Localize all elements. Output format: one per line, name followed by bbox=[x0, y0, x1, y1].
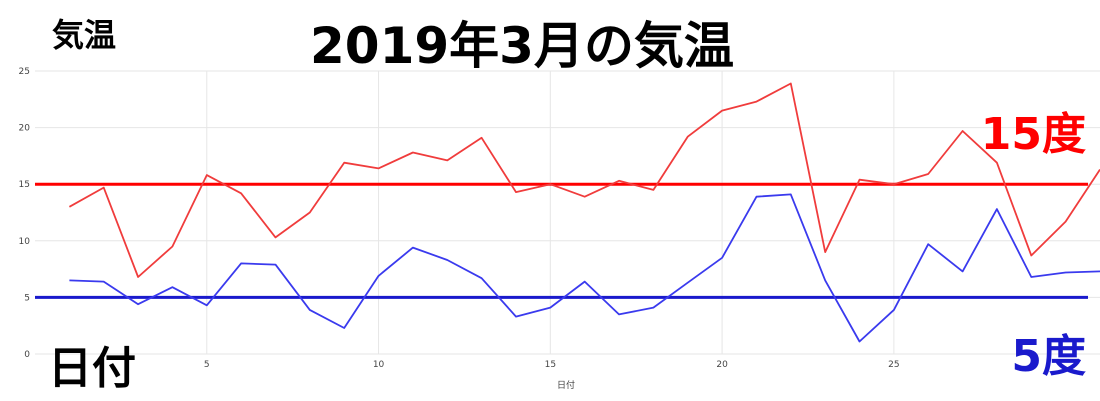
x-axis-label: 日付 bbox=[557, 380, 575, 391]
y-tick-labels: 0 5 10 15 20 25 bbox=[19, 67, 31, 360]
x-tick-label: 25 bbox=[888, 360, 899, 370]
x-tick-label: 20 bbox=[716, 360, 728, 370]
y-axis-big-label: 気温 bbox=[52, 16, 117, 54]
y-tick-label: 25 bbox=[19, 67, 30, 77]
reference-low-label: 5度 bbox=[1011, 331, 1086, 382]
y-tick-label: 20 bbox=[19, 124, 31, 134]
x-tick-label: 15 bbox=[545, 360, 556, 370]
grid-lines bbox=[35, 70, 1100, 355]
series-line-high bbox=[68, 82, 1100, 278]
reference-high-label: 15度 bbox=[980, 109, 1086, 160]
reference-lines bbox=[35, 182, 1088, 299]
series-lines bbox=[68, 82, 1100, 343]
x-axis-big-label: 日付 bbox=[48, 343, 136, 394]
x-tick-labels: 5 10 15 20 25 bbox=[204, 360, 900, 370]
y-tick-label: 0 bbox=[24, 350, 30, 360]
y-tick-label: 5 bbox=[24, 293, 30, 303]
series-line-low bbox=[69, 193, 1100, 343]
x-tick-label: 5 bbox=[204, 360, 210, 370]
x-tick-label: 10 bbox=[373, 360, 385, 370]
chart-title: 2019年3月の気温 bbox=[310, 17, 734, 75]
y-tick-label: 10 bbox=[19, 237, 31, 247]
y-tick-label: 15 bbox=[19, 180, 30, 190]
